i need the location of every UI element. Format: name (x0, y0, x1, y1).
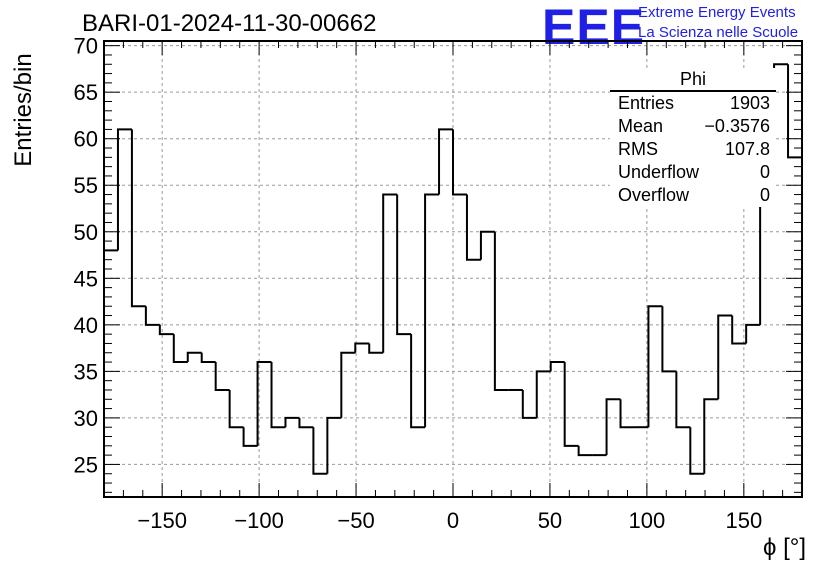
logo-subtitle-line2: La Scienza nelle Scuole (638, 24, 799, 41)
histogram-bin (773, 63, 789, 111)
stats-label: Entries (618, 93, 675, 113)
histogram-bin (703, 398, 719, 474)
histogram-bin (144, 306, 160, 326)
stats-box: Phi Entries 1903 Mean −0.3576 RMS 107.8 … (610, 68, 776, 207)
x-tick-label: 50 (538, 508, 562, 533)
stats-value: 0 (759, 185, 770, 205)
histogram-bin (200, 352, 216, 364)
histogram-bin (619, 399, 635, 429)
histogram-bin (661, 306, 677, 373)
histogram-bin (228, 389, 244, 429)
y-tick-label: 25 (74, 452, 98, 477)
histogram-bin (368, 343, 384, 354)
chart-title: BARI-01-2024-11-30-00662 (82, 10, 377, 37)
histogram-bin (647, 305, 663, 428)
x-tick-label: 150 (725, 508, 762, 533)
stats-label: RMS (618, 139, 658, 159)
histogram-bin (479, 230, 495, 260)
histogram-bin (382, 193, 398, 353)
stats-value: −0.3576 (704, 116, 770, 136)
grid-lines (104, 41, 802, 497)
histogram-bin (340, 351, 356, 418)
stats-row-entries: Entries 1903 (610, 92, 776, 115)
histogram-bin (242, 427, 258, 447)
y-tick-label: 65 (74, 80, 98, 105)
x-tick-label: 100 (629, 508, 666, 533)
histogram-bin (549, 361, 565, 372)
stats-row-mean: Mean −0.3576 (610, 115, 776, 138)
histogram-bin (521, 389, 537, 419)
histogram-bin (298, 417, 314, 429)
stats-label: Overflow (618, 185, 690, 205)
histogram-bin (438, 128, 453, 195)
stats-row-rms: RMS 107.8 (610, 138, 776, 161)
stats-label: Mean (618, 116, 664, 136)
y-tick-label: 60 (74, 127, 98, 152)
histogram-bin (675, 371, 691, 429)
x-tick-label: −150 (137, 508, 187, 533)
histogram-bin (284, 416, 300, 428)
histogram-bin (605, 398, 621, 456)
histogram-bin (130, 129, 146, 308)
histogram-bin (354, 342, 370, 353)
stats-value: 1903 (729, 93, 770, 113)
histogram-bin (270, 362, 286, 429)
y-tick-label: 35 (74, 359, 98, 384)
histogram-bin (787, 64, 802, 159)
stats-box-title: Phi (610, 68, 776, 92)
y-tick-label: 50 (74, 220, 98, 245)
histogram-bin (717, 314, 733, 400)
x-tick-label: 0 (447, 508, 459, 533)
x-axis-label: ϕ [°] (762, 534, 806, 561)
histogram-bin (326, 416, 342, 474)
y-tick-label: 45 (74, 266, 98, 291)
histogram-bin (535, 370, 551, 418)
histogram-bin (396, 194, 412, 336)
y-tick-label: 40 (74, 313, 98, 338)
stats-value: 107.8 (724, 139, 770, 159)
histogram-bin (116, 128, 132, 251)
histogram-bin (689, 427, 705, 475)
stats-label: Underflow (618, 162, 700, 182)
histogram-bin (577, 445, 593, 457)
x-tick-label: −50 (337, 508, 374, 533)
histogram-bin (172, 334, 188, 364)
y-tick-label: 30 (74, 406, 98, 431)
histogram-bin (424, 193, 440, 428)
x-tick-label: −100 (234, 508, 284, 533)
plot-frame (103, 40, 803, 498)
histogram-bin (465, 194, 481, 261)
tick-labels: −150 −100 −50 0 50 100 150 25 30 35 40 45 50 55 60 65 70 (74, 34, 763, 533)
histogram-bin (493, 231, 509, 391)
histogram-bin (563, 362, 579, 447)
histogram-bin (158, 324, 174, 336)
histogram-bin (256, 361, 272, 446)
histogram-bin (452, 129, 467, 196)
y-tick-label: 70 (74, 34, 98, 59)
y-tick-label: 55 (74, 173, 98, 198)
stats-row-overflow: Overflow 0 (610, 184, 776, 207)
histogram-bin (186, 351, 202, 363)
logo-subtitle-line1: Extreme Energy Events (638, 4, 796, 21)
histogram-bin (745, 323, 761, 344)
histogram-bin (214, 362, 230, 391)
histogram-bin (312, 427, 328, 475)
stats-value: 0 (759, 162, 770, 182)
axis-ticks (103, 41, 803, 497)
histogram-bin (731, 315, 747, 345)
stats-row-underflow: Underflow 0 (610, 161, 776, 184)
histogram-bin (410, 334, 426, 429)
